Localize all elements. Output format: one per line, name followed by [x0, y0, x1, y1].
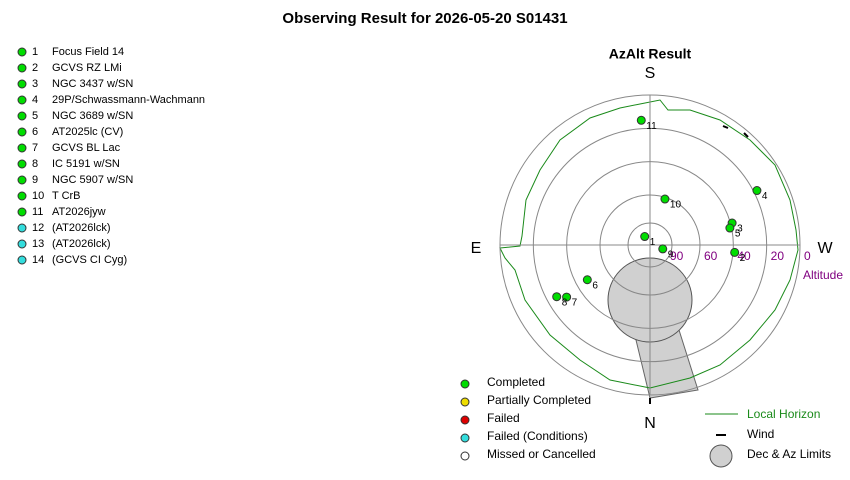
legend-dot [460, 415, 470, 425]
target-name: (AT2026lck) [52, 222, 110, 234]
local-horizon [499, 99, 799, 389]
target-name: IC 5191 w/SN [52, 158, 120, 170]
legend-label: Missed or Cancelled [487, 447, 596, 461]
point-label: 10 [670, 200, 682, 211]
status-dot [17, 63, 27, 73]
legend-dot [460, 379, 470, 389]
status-dot [17, 47, 27, 57]
point-label: 11 [646, 121, 657, 132]
point-label: 6 [592, 280, 598, 291]
altitude-ring [566, 161, 734, 329]
target-point [562, 292, 572, 302]
target-point [640, 232, 650, 242]
target-number: 1 [32, 46, 38, 58]
target-number: 11 [32, 206, 43, 218]
target-number: 13 [32, 238, 44, 250]
target-name: NGC 5907 w/SN [52, 174, 133, 186]
target-name: NGC 3437 w/SN [52, 78, 133, 90]
status-dot [17, 239, 27, 249]
target-point [660, 194, 670, 204]
target-point [658, 244, 668, 254]
status-dot [17, 159, 27, 169]
target-name: Focus Field 14 [52, 46, 124, 58]
target-name: (GCVS CI Cyg) [52, 254, 127, 266]
key-icon [709, 444, 733, 468]
altitude-tick-label: 20 [771, 249, 785, 263]
point-label: 8 [562, 297, 568, 308]
altitude-tick-label: 60 [704, 249, 718, 263]
point-label: 2 [740, 253, 746, 264]
target-name: AT2026jyw [52, 206, 106, 218]
target-name: GCVS BL Lac [52, 142, 121, 154]
target-number: 7 [32, 142, 38, 154]
legend-dot [460, 451, 470, 461]
point-label: 9 [668, 250, 674, 261]
point-label: 1 [650, 237, 656, 248]
key-label: Dec & Az Limits [747, 447, 831, 461]
legend-label: Failed (Conditions) [487, 429, 588, 443]
status-dot [17, 191, 27, 201]
target-name: (AT2026lck) [52, 238, 110, 250]
status-dot [17, 95, 27, 105]
target-name: 29P/Schwassmann-Wachmann [52, 94, 205, 106]
target-point [552, 292, 562, 302]
wind-mark [743, 132, 749, 138]
point-label: 7 [572, 298, 578, 309]
status-dot [17, 143, 27, 153]
status-dot [17, 175, 27, 185]
status-dot [17, 255, 27, 265]
target-number: 14 [32, 254, 44, 266]
status-dot [17, 223, 27, 233]
point-label: 4 [762, 191, 768, 202]
target-number: 3 [32, 78, 38, 90]
legend-label: Failed [487, 411, 520, 425]
target-name: T CrB [52, 190, 81, 202]
point-label: 3 [737, 224, 743, 235]
target-name: NGC 3689 w/SN [52, 110, 133, 122]
key-label: Local Horizon [747, 407, 820, 421]
legend-dot [460, 433, 470, 443]
chart-title: AzAlt Result [609, 46, 692, 62]
target-number: 6 [32, 126, 38, 138]
legend-label: Partially Completed [487, 393, 591, 407]
target-name: GCVS RZ LMi [52, 62, 122, 74]
key-label: Wind [747, 427, 774, 441]
target-point [752, 186, 762, 196]
cardinal-label: N [644, 415, 656, 432]
altitude-tick-label: 90 [670, 249, 684, 263]
target-number: 8 [32, 158, 38, 170]
axis-title: Altitude [803, 268, 843, 282]
target-point [582, 275, 592, 285]
cardinal-label: W [817, 240, 833, 257]
page-title: Observing Result for 2026-05-20 S01431 [282, 10, 567, 27]
wind-mark [722, 125, 729, 129]
altitude-ring [499, 94, 801, 396]
target-point [725, 223, 735, 233]
cardinal-label: E [471, 240, 482, 257]
target-number: 9 [32, 174, 38, 186]
target-number: 5 [32, 110, 38, 122]
status-dot [17, 127, 27, 137]
status-dot [17, 79, 27, 89]
target-point [636, 115, 646, 125]
point-label: 5 [735, 229, 741, 240]
altitude-tick-label: 0 [804, 249, 811, 263]
target-number: 10 [32, 190, 44, 202]
target-point [730, 247, 740, 257]
legend-dot [460, 397, 470, 407]
status-dot [17, 111, 27, 121]
target-number: 2 [32, 62, 38, 74]
altitude-tick-label: 40 [737, 249, 751, 263]
target-number: 4 [32, 94, 38, 106]
altitude-ring [599, 194, 701, 296]
target-list: 1 Focus Field 14 2 GCVS RZ LMi 3 NGC 3437 w/S… [17, 46, 205, 266]
target-number: 12 [32, 222, 44, 234]
target-name: AT2025lc (CV) [52, 126, 123, 138]
status-dot [17, 207, 27, 217]
legend-label: Completed [487, 375, 545, 389]
cardinal-label: S [645, 65, 656, 82]
altitude-ring [532, 127, 768, 363]
